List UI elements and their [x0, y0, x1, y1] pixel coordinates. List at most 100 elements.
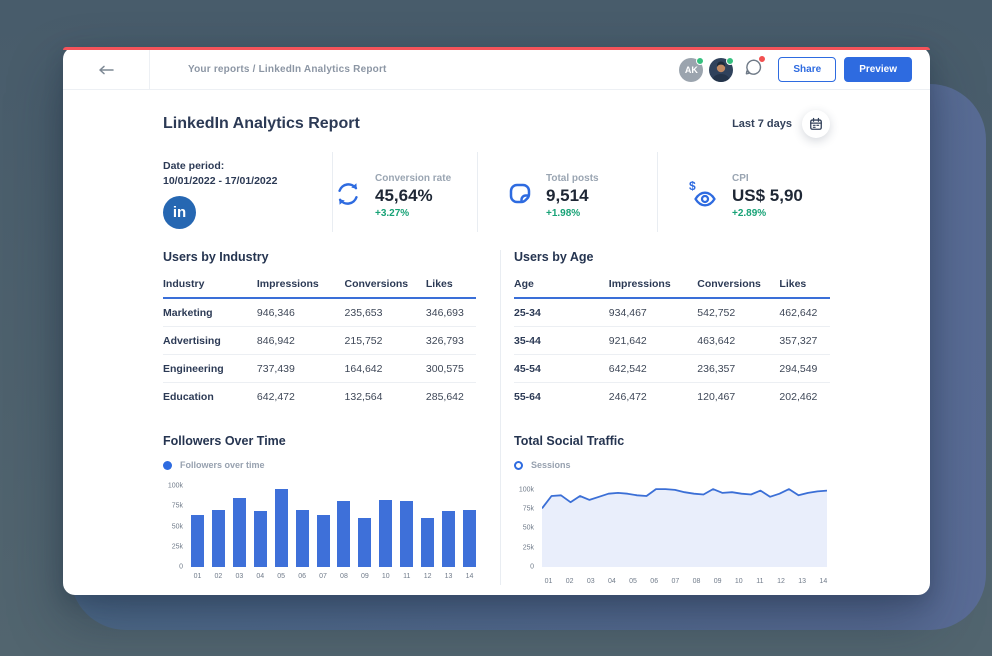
comments-button[interactable] — [743, 54, 767, 83]
legend-ring-icon — [514, 460, 523, 470]
y-axis: 100k 75k 50k 25k 0 — [514, 486, 542, 570]
avatar-ak[interactable]: AK — [679, 56, 705, 82]
share-button[interactable]: Share — [778, 57, 837, 82]
table-cell: 357,327 — [779, 326, 830, 355]
x-tick-label: 06 — [650, 578, 659, 585]
x-tick-label: 03 — [235, 573, 244, 580]
table-cell: Marketing — [163, 298, 257, 327]
kpi-cpi: $ CPI US$ 5,90 +2.89% — [658, 152, 830, 232]
x-tick-label: 05 — [629, 578, 637, 585]
x-tick-label: 14 — [465, 573, 474, 580]
arrow-left-icon — [99, 65, 114, 74]
x-axis-labels: 01 02 03 04 05 06 07 08 09 10 11 12 13 14 — [542, 578, 830, 585]
total-social-traffic-section: Total Social Traffic Sessions 100k 75k 50k… — [514, 434, 830, 585]
y-tick-label: 100k — [167, 482, 183, 490]
avatar-photo[interactable] — [709, 56, 735, 82]
plot-area: 01 02 03 04 05 06 07 08 09 10 11 12 13 14 — [541, 486, 830, 585]
chart-title: Followers Over Time — [163, 434, 286, 448]
x-tick-label: 11 — [403, 573, 411, 580]
table-header-cell: Age — [514, 272, 609, 299]
table-header-cell: Impressions — [256, 272, 345, 299]
calendar-icon — [810, 117, 822, 130]
bars — [191, 486, 476, 567]
x-tick-label: 02 — [565, 578, 574, 585]
section-title: Users by Industry — [163, 250, 269, 264]
x-tick-label: 07 — [319, 573, 327, 580]
table-cell: Engineering — [163, 354, 257, 383]
bar — [191, 515, 204, 567]
date-period-value: 10/01/2022 - 17/01/2022 — [163, 175, 278, 187]
kpi-value: 9,514 — [546, 186, 589, 205]
table-header-cell: Industry — [163, 272, 257, 299]
online-status-dot — [726, 56, 735, 65]
y-tick-label: 25k — [522, 544, 534, 552]
table-cell: 202,462 — [779, 391, 818, 403]
left-column: Users by Industry Industry Impressions Con… — [163, 250, 500, 585]
x-tick-label: 14 — [819, 578, 828, 585]
date-period-label: Date period: — [163, 160, 225, 172]
date-range-label: Last 7 days — [732, 118, 792, 130]
table-cell: 164,642 — [344, 354, 426, 383]
table-row: Education 642,472 132,564 285,642 — [163, 383, 476, 411]
x-tick-label: 07 — [671, 578, 680, 585]
kpi-texts: CPI US$ 5,90 +2.89% — [732, 173, 803, 219]
x-tick-label: 13 — [444, 573, 453, 580]
bar — [337, 500, 351, 567]
table-header-cell: Impressions — [608, 272, 698, 299]
bar — [232, 498, 246, 567]
chat-bubble-icon — [746, 59, 762, 75]
kpi-delta: +1.98% — [546, 208, 581, 219]
table-cell: 300,575 — [425, 354, 476, 383]
page-title: LinkedIn Analytics Report — [163, 115, 360, 132]
y-tick-label: 75k — [522, 505, 534, 513]
x-tick-label: 08 — [692, 578, 701, 585]
legend-label: Sessions — [531, 460, 571, 470]
chart-legend: Followers over time — [163, 460, 476, 470]
preview-button[interactable]: Preview — [844, 57, 912, 82]
table-cell: 846,942 — [256, 326, 345, 355]
users-by-industry-section: Users by Industry Industry Impressions Con… — [163, 250, 476, 410]
kpi-label: CPI — [732, 173, 749, 184]
unread-notification-dot — [758, 54, 767, 63]
report-content: LinkedIn Analytics Report Last 7 days Da… — [63, 110, 930, 585]
x-tick-label: 04 — [256, 573, 265, 580]
table-cell: Education — [163, 391, 214, 403]
followers-over-time-section: Followers Over Time Followers over time … — [163, 434, 476, 580]
table-cell: 235,653 — [344, 298, 426, 327]
table-row: Advertising 846,942 215,752 326,793 — [163, 326, 476, 355]
table-cell: 215,752 — [344, 326, 426, 355]
area-line — [541, 488, 828, 567]
kpi-total-posts: Total posts 9,514 +1.98% — [478, 152, 658, 232]
table-header-cell: Conversions — [697, 272, 780, 299]
table-row: 25-34 934,467 542,752 462,642 — [514, 298, 830, 327]
table-cell: 462,642 — [779, 298, 830, 327]
y-tick-label: 50k — [522, 524, 534, 532]
users-by-age-section: Users by Age Age Impressions Conversions Li… — [514, 250, 830, 410]
bar — [379, 499, 393, 567]
x-tick-label: 06 — [298, 573, 306, 580]
y-axis: 100k 75k 50k 25k 0 — [163, 482, 191, 571]
table-cell: 285,642 — [425, 391, 464, 403]
kpi-texts: Conversion rate 45,64% +3.27% — [375, 173, 451, 219]
bar — [295, 509, 309, 567]
bar — [211, 509, 225, 567]
y-tick-label: 0 — [179, 563, 183, 571]
bar — [274, 489, 288, 567]
y-tick-label: 100k — [518, 486, 534, 494]
back-button[interactable] — [63, 50, 150, 89]
table-cell: 737,439 — [256, 354, 345, 383]
legend-label: Followers over time — [180, 460, 265, 470]
kpi-delta: +3.27% — [375, 208, 410, 219]
calendar-button[interactable] — [802, 110, 830, 138]
y-tick-label: 50k — [171, 523, 183, 530]
breadcrumb[interactable]: Your reports / LinkedIn Analytics Report — [188, 64, 387, 75]
bar — [462, 509, 476, 567]
table-cell: 463,642 — [697, 326, 780, 355]
x-tick-label: 12 — [423, 573, 432, 580]
table-cell: 946,346 — [256, 298, 345, 327]
main-columns: Users by Industry Industry Impressions Con… — [163, 250, 830, 585]
table-cell: 934,467 — [608, 298, 698, 327]
kpi-row: Date period: 10/01/2022 - 17/01/2022 in — [163, 152, 830, 232]
x-tick-label: 03 — [586, 578, 595, 585]
chart-title: Total Social Traffic — [514, 434, 625, 448]
